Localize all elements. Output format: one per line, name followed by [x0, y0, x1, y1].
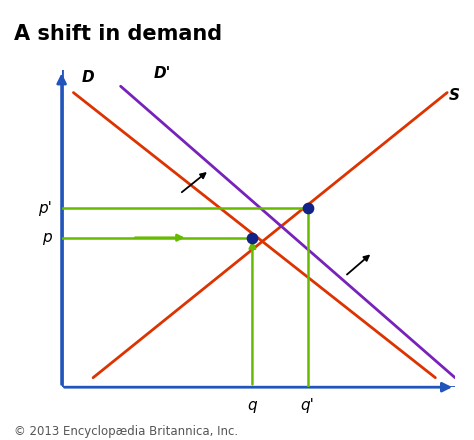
Text: D': D' — [154, 66, 171, 81]
Text: p': p' — [38, 201, 52, 216]
Point — [249, 234, 256, 241]
Point — [304, 205, 311, 212]
Text: S: S — [449, 88, 460, 103]
Text: A shift in demand: A shift in demand — [14, 24, 222, 44]
Text: q: q — [247, 398, 257, 413]
Text: q': q' — [301, 398, 314, 413]
Text: p: p — [42, 230, 52, 245]
Text: D: D — [82, 70, 94, 84]
Text: © 2013 Encyclopædia Britannica, Inc.: © 2013 Encyclopædia Britannica, Inc. — [14, 425, 238, 438]
